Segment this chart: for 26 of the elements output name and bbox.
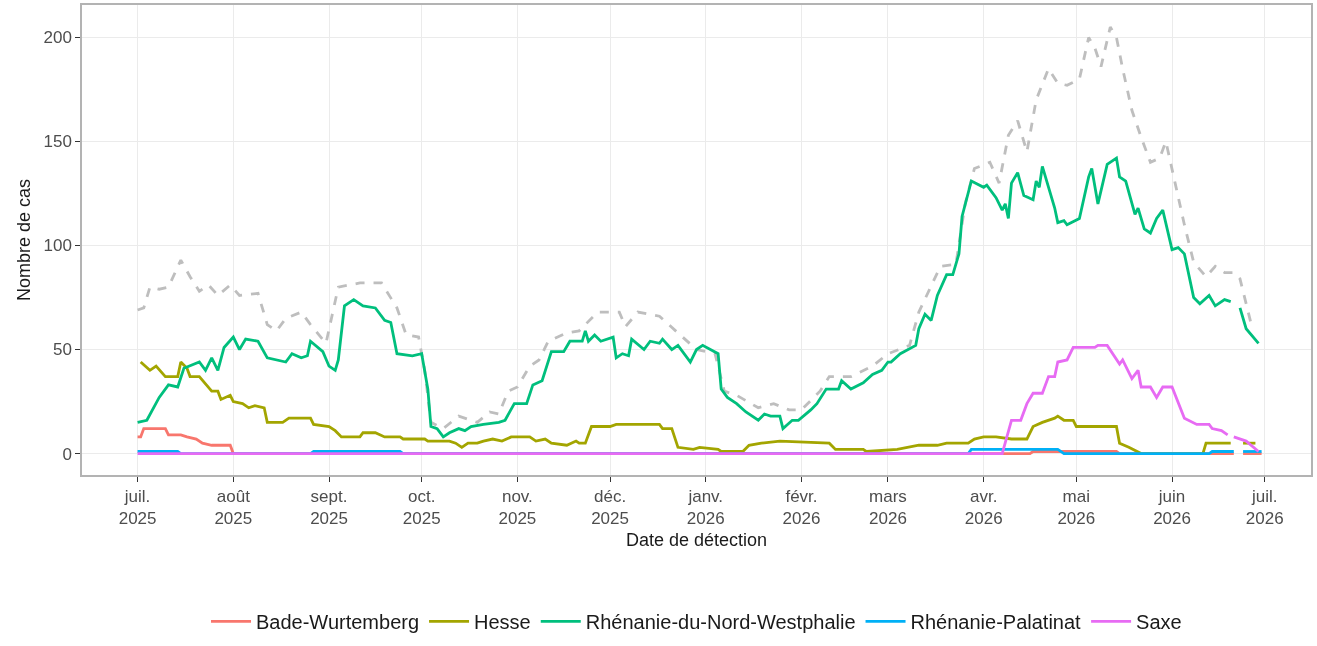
x-tick-label: nov. 2025	[498, 487, 537, 529]
x-tick-label: sept. 2025	[310, 487, 348, 529]
x-tick-label: août 2025	[214, 487, 253, 529]
y-tick-label: 200	[43, 28, 72, 48]
x-tick-label: avr. 2026	[964, 487, 1003, 529]
legend-label: Rhénanie-du-Nord-Westphalie	[585, 611, 856, 634]
legend-label: Bade-Wurtemberg	[256, 611, 420, 634]
x-tick-label: oct. 2025	[402, 487, 441, 529]
y-tick-label: 0	[62, 444, 72, 464]
y-tick-label: 150	[43, 132, 72, 152]
x-axis-title: Date de détection	[625, 529, 768, 550]
y-tick-label: 50	[52, 340, 72, 360]
x-tick-label: juin 2026	[1153, 487, 1191, 529]
y-axis-title: Nombre de cas	[14, 178, 35, 302]
x-tick-label: déc. 2025	[591, 487, 629, 529]
x-tick-label: juil. 2025	[118, 487, 157, 529]
x-tick-label: janv. 2026	[686, 487, 725, 529]
x-tick-label: mars 2026	[869, 487, 907, 529]
x-tick-label: févr. 2026	[782, 487, 821, 529]
legend-label: Rhénanie-Palatinat	[910, 611, 1082, 634]
legend-label: Saxe	[1136, 611, 1182, 634]
legend-label: Hesse	[474, 611, 531, 634]
line-series	[136, 25, 1254, 430]
y-tick-label: 100	[43, 236, 72, 256]
x-tick-label: mai 2026	[1057, 487, 1096, 529]
x-tick-label: juil. 2026	[1245, 487, 1284, 529]
